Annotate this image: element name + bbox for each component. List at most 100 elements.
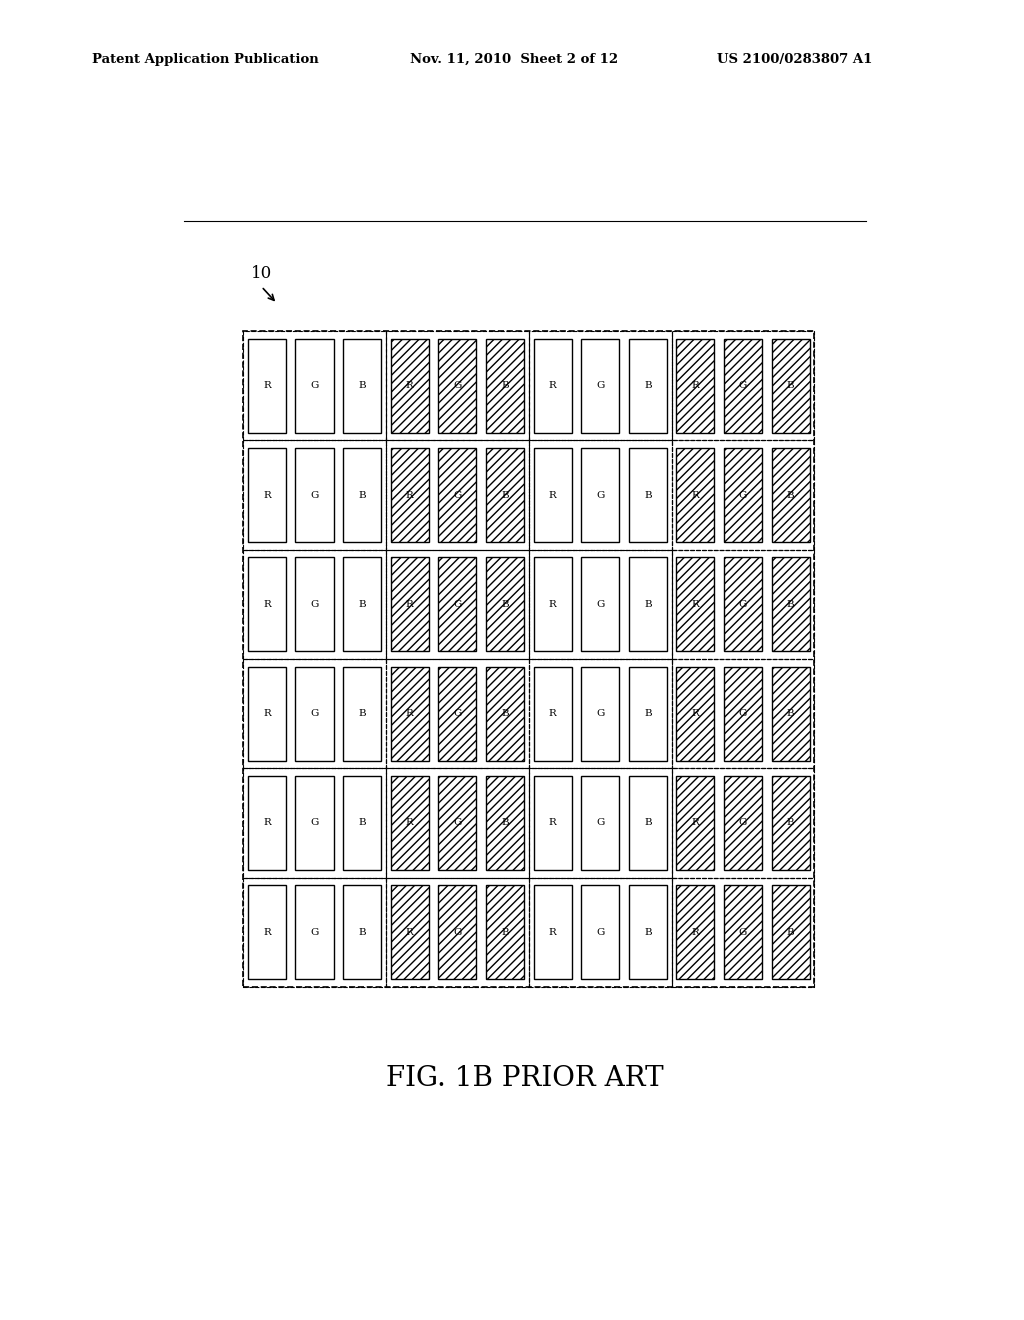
Bar: [677, 667, 715, 760]
Bar: [486, 557, 524, 651]
Text: R: R: [263, 709, 270, 718]
Text: R: R: [406, 599, 414, 609]
Bar: [386, 441, 528, 549]
Bar: [296, 339, 334, 433]
Text: B: B: [501, 599, 509, 609]
Bar: [582, 447, 620, 543]
Bar: [528, 549, 672, 659]
Bar: [582, 339, 620, 433]
Bar: [248, 557, 286, 651]
Bar: [391, 776, 429, 870]
Bar: [528, 331, 672, 441]
Bar: [582, 776, 620, 870]
Bar: [343, 886, 381, 979]
Text: G: G: [454, 818, 462, 828]
Bar: [677, 886, 715, 979]
Text: B: B: [358, 491, 366, 499]
Bar: [243, 659, 386, 768]
Text: B: B: [644, 928, 651, 937]
Bar: [391, 886, 429, 979]
Text: B: B: [358, 381, 366, 391]
Bar: [528, 659, 672, 768]
Text: R: R: [549, 381, 556, 391]
Bar: [534, 557, 571, 651]
Bar: [724, 776, 762, 870]
Bar: [486, 447, 524, 543]
Bar: [243, 768, 386, 878]
Text: G: G: [454, 491, 462, 499]
Bar: [528, 768, 672, 878]
Bar: [772, 557, 810, 651]
Bar: [629, 339, 667, 433]
Text: R: R: [406, 709, 414, 718]
Text: G: G: [454, 599, 462, 609]
Text: R: R: [549, 599, 556, 609]
Bar: [772, 667, 810, 760]
Bar: [248, 886, 286, 979]
Text: B: B: [644, 818, 651, 828]
Text: R: R: [691, 491, 699, 499]
Text: G: G: [739, 928, 748, 937]
Text: G: G: [739, 599, 748, 609]
Text: FIG. 1B PRIOR ART: FIG. 1B PRIOR ART: [386, 1065, 664, 1092]
Bar: [243, 878, 386, 987]
Text: B: B: [358, 709, 366, 718]
Text: B: B: [501, 491, 509, 499]
Bar: [343, 776, 381, 870]
Bar: [248, 667, 286, 760]
Bar: [629, 447, 667, 543]
Bar: [386, 331, 528, 441]
Bar: [534, 667, 571, 760]
Text: B: B: [786, 491, 795, 499]
Bar: [386, 549, 528, 659]
Text: R: R: [263, 818, 270, 828]
Bar: [672, 659, 814, 768]
Text: B: B: [358, 818, 366, 828]
Bar: [391, 339, 429, 433]
Text: B: B: [786, 709, 795, 718]
Text: US 2100/0283807 A1: US 2100/0283807 A1: [717, 53, 872, 66]
Bar: [386, 878, 528, 987]
Text: 10: 10: [251, 265, 272, 282]
Bar: [724, 886, 762, 979]
Text: B: B: [501, 381, 509, 391]
Bar: [391, 667, 429, 760]
Text: Patent Application Publication: Patent Application Publication: [92, 53, 318, 66]
Text: G: G: [596, 928, 604, 937]
Text: R: R: [263, 491, 270, 499]
Bar: [248, 776, 286, 870]
Text: G: G: [596, 818, 604, 828]
Bar: [438, 667, 476, 760]
Text: Nov. 11, 2010  Sheet 2 of 12: Nov. 11, 2010 Sheet 2 of 12: [410, 53, 617, 66]
Text: R: R: [549, 818, 556, 828]
Bar: [391, 447, 429, 543]
Bar: [724, 447, 762, 543]
Text: B: B: [644, 599, 651, 609]
Bar: [438, 886, 476, 979]
Text: R: R: [549, 928, 556, 937]
Bar: [677, 339, 715, 433]
Bar: [486, 667, 524, 760]
Bar: [672, 441, 814, 549]
Text: B: B: [786, 381, 795, 391]
Text: R: R: [691, 381, 699, 391]
Text: G: G: [596, 381, 604, 391]
Bar: [486, 339, 524, 433]
Text: R: R: [691, 818, 699, 828]
Bar: [582, 886, 620, 979]
Bar: [438, 447, 476, 543]
Text: G: G: [454, 928, 462, 937]
Bar: [677, 557, 715, 651]
Text: B: B: [786, 818, 795, 828]
Bar: [629, 776, 667, 870]
Text: B: B: [501, 818, 509, 828]
Bar: [724, 557, 762, 651]
Text: R: R: [549, 491, 556, 499]
Text: G: G: [310, 599, 318, 609]
Bar: [248, 447, 286, 543]
Bar: [582, 557, 620, 651]
Bar: [528, 878, 672, 987]
Text: G: G: [310, 709, 318, 718]
Bar: [534, 776, 571, 870]
Bar: [391, 557, 429, 651]
